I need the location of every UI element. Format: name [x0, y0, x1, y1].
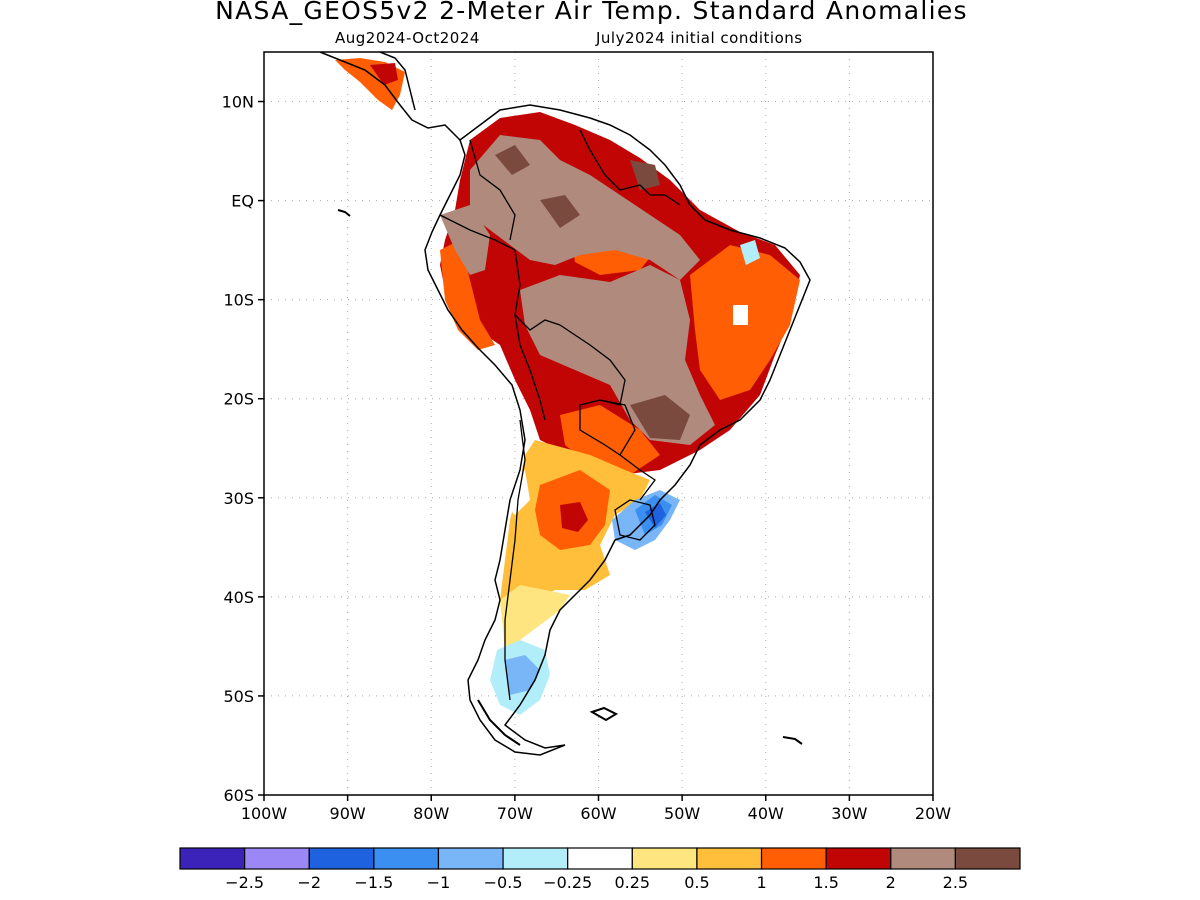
colorbar-swatch: [760, 847, 827, 870]
border-venezuela-colombia: [469, 139, 516, 241]
anomaly-region-white-coast: [505, 470, 530, 515]
lon-tick-label: 80W: [413, 804, 449, 823]
lon-tick-label: 20W: [915, 804, 951, 823]
anomaly-region-central-america-red: [370, 63, 398, 85]
colorbar-label: −1.5: [354, 873, 393, 892]
border-uruguay: [614, 499, 656, 541]
anomaly-region-red-pampas: [560, 502, 588, 532]
anomaly-region-pale-blue-northeast: [740, 240, 760, 265]
lat-tick-label: 40S: [223, 588, 254, 607]
anomaly-region-yellow-patagonia: [500, 585, 570, 650]
lon-tick-label: 60W: [580, 804, 616, 823]
lon-tick-label: 40W: [748, 804, 784, 823]
lat-tick-label: 60S: [223, 786, 254, 805]
initial-conditions-subtitle: July2024 initial conditions: [596, 29, 803, 47]
central-america-coastline: [319, 52, 461, 141]
lon-tick-label: 70W: [497, 804, 533, 823]
colorbar-label: −1: [427, 873, 451, 892]
colorbar-swatch: [890, 847, 956, 870]
galapagos: [337, 209, 351, 217]
border-bolivia-peru: [514, 314, 546, 421]
border-guianas: [639, 184, 681, 206]
colorbar-swatch: [244, 847, 310, 870]
map-title: NASA_GEOS5v2 2-Meter Air Temp. Standard …: [215, 0, 968, 25]
falkland-islands: [589, 706, 619, 722]
anomaly-region-brown-north: [470, 135, 700, 280]
colorbar-label: −0.25: [543, 873, 592, 892]
border-venezuela-guyana: [579, 129, 641, 191]
colorbar-label: 2: [886, 873, 896, 892]
border-paraguay: [579, 399, 636, 456]
forecast-period-subtitle: Aug2024-Oct2024: [335, 29, 480, 47]
lat-tick-label: 20S: [223, 390, 254, 409]
lat-tick-label: 10S: [223, 291, 254, 310]
lon-tick-label: 100W: [241, 804, 288, 823]
colorbar-swatch: [179, 847, 246, 870]
lon-tick-label: 50W: [664, 804, 700, 823]
anomaly-region-dark-brown-4: [630, 160, 660, 190]
border-chile-argentina: [504, 419, 526, 701]
anomaly-region-dark-brown-2: [540, 195, 580, 228]
south-georgia: [782, 736, 803, 745]
colorbar-label: 1: [756, 873, 766, 892]
lat-tick-label: 10N: [222, 93, 254, 112]
lat-tick-label: 30S: [223, 489, 254, 508]
anomaly-region-brown-northwest: [440, 205, 490, 275]
colorbar-swatch: [631, 847, 698, 870]
lat-tick-label: 50S: [223, 687, 254, 706]
country-borders: [439, 129, 681, 701]
tierra-del-fuego: [477, 699, 521, 746]
anomaly-region-white-spot: [733, 305, 748, 325]
colorbar: −2.5 −2 −1.5 −1 −0.5 −0.25 0.25 0.5 1 1.5 2 2.5: [179, 847, 1021, 892]
anomaly-region-orange-west: [440, 240, 495, 350]
colorbar-label: 0.25: [614, 873, 650, 892]
colorbar-swatch: [502, 847, 569, 870]
border-peru-brazil: [514, 249, 561, 331]
anomaly-region-dark-brown-1: [630, 395, 690, 440]
colorbar-label: 0.5: [684, 873, 709, 892]
colorbar-swatch: [954, 847, 1021, 870]
south-america-coastline: [424, 104, 811, 756]
colorbar-label: 1.5: [813, 873, 838, 892]
colorbar-swatch: [373, 847, 440, 870]
coastline-layer: [319, 52, 811, 756]
anomaly-region-dark-blue-uruguay: [645, 503, 666, 528]
colorbar-swatch: [696, 847, 763, 870]
lon-tick-label: 30W: [831, 804, 867, 823]
anomaly-fill-layer: [335, 58, 800, 715]
colorbar-swatch: [825, 847, 892, 870]
colorbar-swatch: [308, 847, 375, 870]
colorbar-label: 2.5: [943, 873, 968, 892]
colorbar-label: −2: [297, 873, 321, 892]
colorbar-label: −2.5: [225, 873, 264, 892]
lat-tick-label: EQ: [231, 192, 254, 211]
colorbar-swatch: [567, 847, 633, 870]
colorbar-label: −0.5: [484, 873, 523, 892]
caribbean-coastline: [379, 52, 416, 111]
anomaly-region-dark-brown-3: [495, 145, 530, 175]
colorbar-swatch: [437, 847, 504, 870]
border-colombia-peru: [439, 214, 516, 251]
border-bolivia-brazil: [559, 324, 626, 406]
lon-tick-label: 90W: [330, 804, 366, 823]
border-brazil-argentina: [619, 454, 656, 501]
